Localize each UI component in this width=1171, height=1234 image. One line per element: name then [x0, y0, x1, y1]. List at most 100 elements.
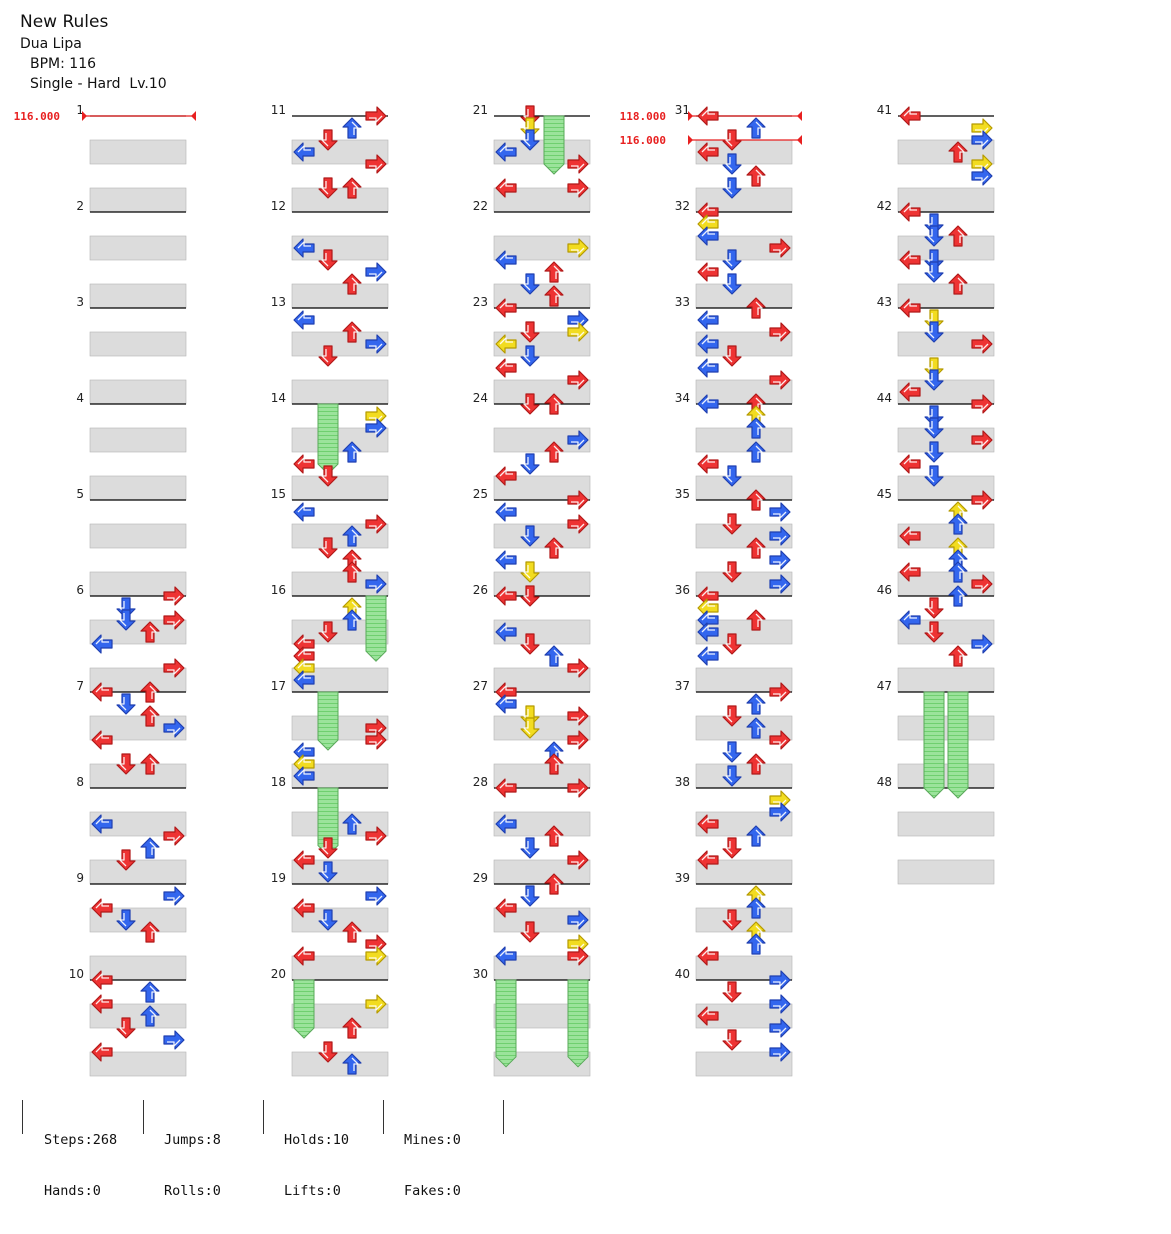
left-arrow-icon	[697, 850, 719, 870]
measure-number: 19	[271, 871, 286, 885]
measure-number: 40	[675, 967, 690, 981]
up-arrow-icon	[948, 561, 968, 583]
down-arrow-icon	[318, 621, 338, 643]
left-arrow-icon	[91, 898, 113, 918]
left-arrow-icon	[91, 634, 113, 654]
song-artist: Dua Lipa	[20, 36, 82, 52]
right-arrow-icon	[769, 994, 791, 1014]
right-arrow-icon	[971, 430, 993, 450]
up-arrow-icon	[746, 297, 766, 319]
measure-number: 5	[76, 487, 84, 501]
right-arrow-icon	[971, 394, 993, 414]
up-arrow-icon	[342, 177, 362, 199]
down-arrow-icon	[318, 909, 338, 931]
left-arrow-icon	[697, 1006, 719, 1026]
measure-number: 2	[76, 199, 84, 213]
up-arrow-icon	[342, 273, 362, 295]
up-arrow-icon	[544, 393, 564, 415]
measure-number: 3	[76, 295, 84, 309]
right-arrow-icon	[567, 490, 589, 510]
left-arrow-icon	[495, 142, 517, 162]
right-arrow-icon	[971, 130, 993, 150]
right-arrow-icon	[567, 430, 589, 450]
bpm-marker-right	[797, 135, 802, 145]
beat-band	[695, 475, 793, 501]
stats-divider	[503, 1100, 504, 1134]
left-arrow-icon	[697, 454, 719, 474]
right-arrow-icon	[365, 334, 387, 354]
left-arrow-icon	[293, 142, 315, 162]
left-arrow-icon	[495, 250, 517, 270]
measure-number: 44	[877, 391, 892, 405]
hold-note	[923, 691, 945, 799]
beat-band	[89, 139, 187, 165]
up-arrow-icon	[140, 837, 160, 859]
measure-number: 26	[473, 583, 488, 597]
up-arrow-icon	[544, 537, 564, 559]
beat-band	[89, 475, 187, 501]
right-arrow-icon	[769, 370, 791, 390]
down-arrow-icon	[722, 465, 742, 487]
stat-lifts: Lifts:0	[284, 1183, 341, 1199]
bpm-change-label: 118.000	[620, 110, 666, 123]
left-arrow-icon	[495, 586, 517, 606]
up-arrow-icon	[342, 561, 362, 583]
right-arrow-icon	[567, 658, 589, 678]
beat-band	[89, 379, 187, 405]
right-arrow-icon	[567, 154, 589, 174]
right-arrow-icon	[769, 322, 791, 342]
measure-number: 47	[877, 679, 892, 693]
left-arrow-icon	[293, 454, 315, 474]
left-arrow-icon	[697, 106, 719, 126]
measure-number: 20	[271, 967, 286, 981]
stats-divider	[383, 1100, 384, 1134]
down-arrow-icon	[722, 177, 742, 199]
stat-fakes: Fakes:0	[404, 1183, 461, 1199]
measure-number: 16	[271, 583, 286, 597]
measure-number: 33	[675, 295, 690, 309]
up-arrow-icon	[140, 753, 160, 775]
measure-number: 46	[877, 583, 892, 597]
measure-number: 22	[473, 199, 488, 213]
measure-number: 45	[877, 487, 892, 501]
down-arrow-icon	[520, 585, 540, 607]
beat-band	[897, 859, 995, 885]
up-arrow-icon	[544, 825, 564, 847]
up-arrow-icon	[746, 897, 766, 919]
beat-band	[89, 763, 187, 789]
right-arrow-icon	[365, 730, 387, 750]
right-arrow-icon	[567, 730, 589, 750]
stats-divider	[143, 1100, 144, 1134]
left-arrow-icon	[495, 778, 517, 798]
up-arrow-icon	[342, 525, 362, 547]
hold-note	[365, 595, 387, 662]
measure-number: 28	[473, 775, 488, 789]
measure-number: 12	[271, 199, 286, 213]
down-arrow-icon	[924, 369, 944, 391]
down-arrow-icon	[722, 705, 742, 727]
left-arrow-icon	[899, 610, 921, 630]
up-arrow-icon	[746, 753, 766, 775]
measure-number: 36	[675, 583, 690, 597]
right-arrow-icon	[567, 370, 589, 390]
left-arrow-icon	[293, 850, 315, 870]
left-arrow-icon	[899, 202, 921, 222]
left-arrow-icon	[697, 646, 719, 666]
up-arrow-icon	[140, 705, 160, 727]
stats-divider	[22, 1100, 23, 1134]
down-arrow-icon	[924, 261, 944, 283]
down-arrow-icon	[924, 621, 944, 643]
left-arrow-icon	[293, 946, 315, 966]
right-arrow-icon	[365, 946, 387, 966]
up-arrow-icon	[746, 489, 766, 511]
right-arrow-icon	[365, 826, 387, 846]
up-arrow-icon	[140, 621, 160, 643]
right-arrow-icon	[971, 490, 993, 510]
stat-holds: Holds:10	[284, 1132, 350, 1148]
left-arrow-icon	[91, 682, 113, 702]
right-arrow-icon	[769, 502, 791, 522]
up-arrow-icon	[342, 1053, 362, 1075]
down-arrow-icon	[520, 393, 540, 415]
right-arrow-icon	[163, 586, 185, 606]
up-arrow-icon	[746, 441, 766, 463]
